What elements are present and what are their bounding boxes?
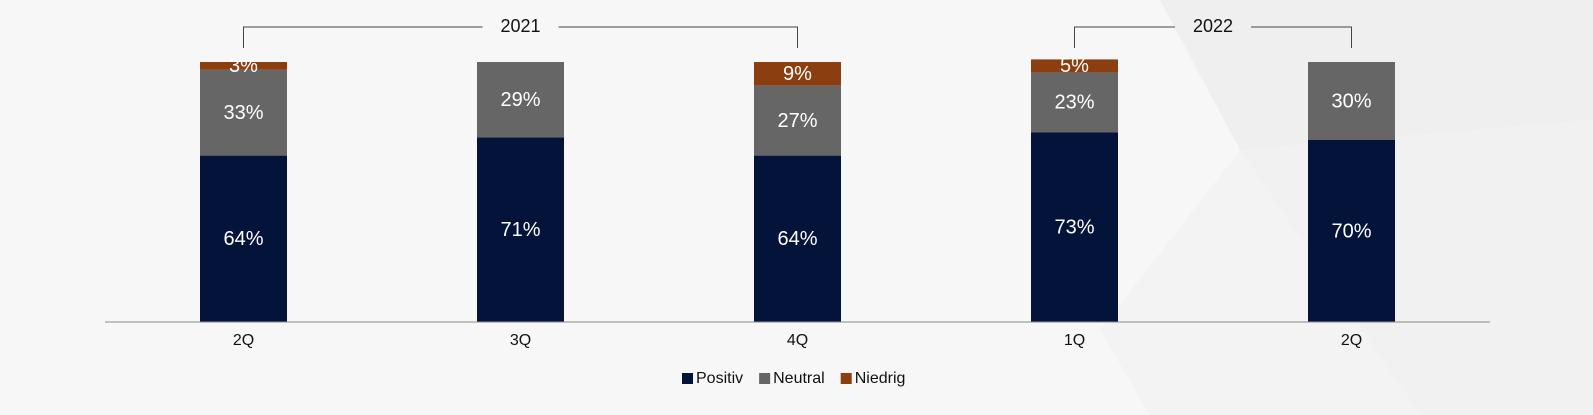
data-label: 9% xyxy=(783,63,812,85)
bar-segment xyxy=(1031,59,1118,73)
data-label: 71% xyxy=(500,219,540,241)
data-label: 30% xyxy=(1331,90,1371,112)
legend-label: Neutral xyxy=(773,370,825,387)
legend-label: Positiv xyxy=(696,370,743,387)
decor xyxy=(1100,150,1420,415)
bar-segment xyxy=(754,62,841,86)
legend-swatch xyxy=(759,373,771,384)
data-label: 70% xyxy=(1331,220,1371,242)
group-bracket xyxy=(558,26,798,48)
x-tick-label: 4Q xyxy=(787,332,808,349)
bar-segment xyxy=(200,69,287,156)
group-bracket xyxy=(1074,26,1175,48)
data-label: 73% xyxy=(1054,216,1094,238)
x-tick-label: 3Q xyxy=(510,332,531,349)
bar-segment xyxy=(1308,140,1395,322)
data-label: 3% xyxy=(229,55,258,77)
data-label: 64% xyxy=(223,228,263,250)
legend-swatch xyxy=(682,373,693,384)
bar-segment xyxy=(1031,72,1118,133)
data-label: 64% xyxy=(777,228,817,250)
data-label: 23% xyxy=(1054,92,1094,114)
bar-segment xyxy=(754,85,841,156)
bar-segment xyxy=(1031,132,1118,322)
bar-segment xyxy=(200,155,287,322)
x-tick-label: 1Q xyxy=(1064,332,1085,349)
group-label: 2021 xyxy=(500,16,540,36)
data-label: 5% xyxy=(1060,55,1089,77)
data-label: 29% xyxy=(500,89,540,111)
x-tick-label: 2Q xyxy=(1341,332,1362,349)
legend-label: Niedrig xyxy=(855,370,906,387)
bar-segment xyxy=(200,62,287,70)
legend-swatch xyxy=(840,373,852,384)
group-bracket xyxy=(243,26,483,48)
bar-segment xyxy=(477,62,564,138)
group-label: 2022 xyxy=(1193,16,1233,36)
data-label: 33% xyxy=(223,102,263,124)
data-label: 27% xyxy=(777,110,817,132)
bar-segment xyxy=(477,137,564,322)
group-bracket xyxy=(1251,26,1352,48)
bar-segment xyxy=(754,155,841,322)
bar-segment xyxy=(1308,62,1395,140)
x-tick-label: 2Q xyxy=(233,332,254,349)
